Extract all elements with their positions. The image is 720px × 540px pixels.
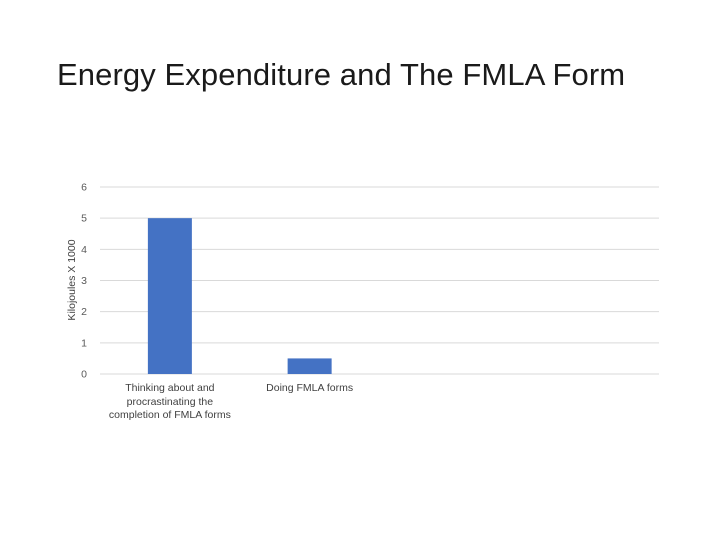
bar [287, 358, 332, 374]
y-tick-label: 1 [81, 337, 87, 349]
x-tick-label: Doing FMLA forms [240, 382, 380, 396]
y-tick-label: 4 [81, 244, 87, 256]
y-tick-label: 3 [81, 275, 87, 287]
x-tick-label-line: Doing FMLA forms [266, 382, 354, 394]
y-tick-label: 6 [81, 182, 87, 194]
y-axis-label: Kilojoules X 1000 [66, 239, 78, 320]
x-tick-label-line: completion of FMLA forms [108, 409, 231, 421]
y-axis-ticks: 0 1 2 3 4 5 6 [81, 182, 87, 381]
bar [147, 218, 192, 374]
x-tick-label: Thinking about and procrastinating the com… [100, 382, 240, 423]
y-tick-label: 2 [81, 306, 87, 318]
slide-title: Energy Expenditure and The FMLA Form [57, 57, 626, 92]
y-tick-label: 5 [81, 213, 87, 225]
x-tick-label-line: procrastinating the [126, 395, 214, 408]
x-tick-label-line: Thinking about and [125, 382, 215, 394]
gridlines [100, 186, 659, 375]
y-tick-label: 0 [81, 369, 87, 381]
bars [147, 218, 332, 374]
